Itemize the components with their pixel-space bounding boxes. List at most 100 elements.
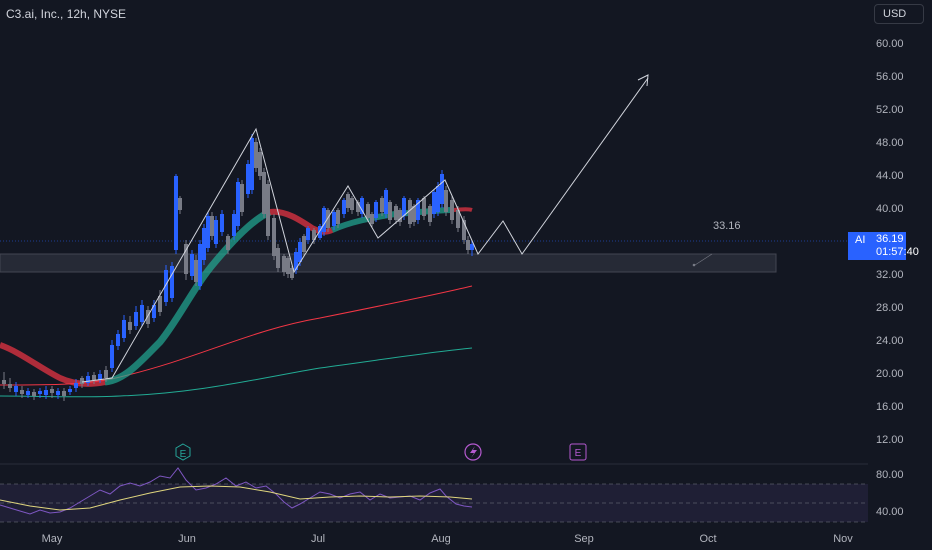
projection-arrowhead <box>637 74 649 87</box>
candle <box>450 196 454 224</box>
ema-ribbon-red-late <box>451 207 473 212</box>
candle <box>174 174 178 254</box>
time-tick-label: Nov <box>833 533 853 545</box>
price-tick-label: 52.00 <box>876 104 904 116</box>
sma-long-line <box>0 347 473 398</box>
candle <box>44 386 48 399</box>
candle <box>282 254 286 276</box>
candle <box>8 378 12 392</box>
candle <box>62 388 66 401</box>
candle <box>232 210 236 240</box>
last-price-tag: AI 36.19 01:57:40 <box>848 232 919 260</box>
price-axis[interactable]: 60.00 56.00 52.00 48.00 44.00 40.00 32.00 28.00… <box>876 38 904 446</box>
last-price-value: 36.19 <box>876 233 904 245</box>
candle <box>202 224 206 265</box>
price-tick-label: 16.00 <box>876 401 904 413</box>
chart-title: C3.ai, Inc., 12h, NYSE <box>6 7 127 21</box>
time-tick-label: Sep <box>574 533 594 545</box>
candle <box>184 240 188 280</box>
candle <box>116 330 120 350</box>
candle <box>298 238 302 266</box>
price-tick-label: 20.00 <box>876 368 904 380</box>
rsi-ma-line <box>0 485 473 511</box>
candle <box>104 366 108 382</box>
sma-mid-line <box>0 285 473 386</box>
price-tick-label: 60.00 <box>876 38 904 50</box>
earnings-marker-1-label: E <box>180 449 187 460</box>
candle <box>152 300 156 322</box>
time-tick-label: Oct <box>699 533 716 545</box>
candle <box>346 192 350 212</box>
candle <box>370 212 374 228</box>
candle <box>388 200 392 224</box>
time-axis[interactable]: May Jun Jul Aug Sep Oct Nov <box>42 533 854 545</box>
candle <box>306 226 310 244</box>
price-tick-label: 24.00 <box>876 335 904 347</box>
candle <box>360 196 364 218</box>
candles <box>2 134 474 401</box>
candle <box>436 182 440 216</box>
candle <box>140 300 144 326</box>
candle <box>290 266 294 280</box>
price-tick-label: 44.00 <box>876 170 904 182</box>
earnings-marker-2[interactable]: E <box>569 443 587 461</box>
candle <box>50 386 54 398</box>
candle <box>408 198 412 228</box>
earnings-marker-1[interactable]: E <box>175 443 191 461</box>
rsi-tick-label: 40.00 <box>876 506 904 518</box>
candle <box>190 250 194 280</box>
candle <box>462 216 466 244</box>
candle <box>226 234 230 254</box>
support-zone <box>0 253 777 273</box>
symbol-label: AI <box>855 234 866 246</box>
candle <box>14 382 18 396</box>
candle <box>398 208 402 226</box>
rsi-axis[interactable]: 80.00 40.00 <box>876 469 904 518</box>
candle <box>32 389 36 400</box>
time-tick-label: May <box>42 533 63 545</box>
bar-countdown: 01:57:40 <box>876 246 919 258</box>
candle <box>2 372 6 389</box>
candle <box>374 200 378 222</box>
candle <box>312 228 316 244</box>
price-tick-label: 12.00 <box>876 434 904 446</box>
candle <box>440 170 444 208</box>
candle <box>178 196 182 214</box>
candle <box>98 370 102 383</box>
price-tick-label: 28.00 <box>876 302 904 314</box>
candle <box>158 290 162 316</box>
candle <box>258 148 262 180</box>
candle <box>92 372 96 384</box>
time-tick-label: Jul <box>311 533 325 545</box>
candle <box>254 138 258 172</box>
price-tick-label: 48.00 <box>876 137 904 149</box>
candle <box>416 198 420 224</box>
swing-path <box>81 77 649 383</box>
candle <box>428 204 432 226</box>
candle <box>380 196 384 216</box>
time-tick-label: Jun <box>178 533 196 545</box>
dividend-lightning-icon[interactable] <box>464 443 482 461</box>
candle <box>146 306 150 328</box>
ema-ribbon-red-early <box>0 342 106 387</box>
candle <box>128 316 132 334</box>
ema-ribbon-red-mid <box>269 208 334 235</box>
candle <box>134 306 138 330</box>
candle <box>470 240 474 256</box>
candle <box>74 379 78 392</box>
time-tick-label: Aug <box>431 533 451 545</box>
price-tick-label: 56.00 <box>876 71 904 83</box>
candle <box>466 236 470 254</box>
candle <box>56 388 60 399</box>
candle <box>110 340 114 372</box>
candle <box>422 196 426 220</box>
candle <box>272 214 276 260</box>
candle <box>286 256 290 278</box>
candle <box>210 212 214 240</box>
candle <box>342 198 346 218</box>
candle <box>262 168 266 218</box>
candle <box>194 255 198 286</box>
currency-button[interactable]: USD <box>874 4 924 24</box>
candle <box>214 216 218 248</box>
